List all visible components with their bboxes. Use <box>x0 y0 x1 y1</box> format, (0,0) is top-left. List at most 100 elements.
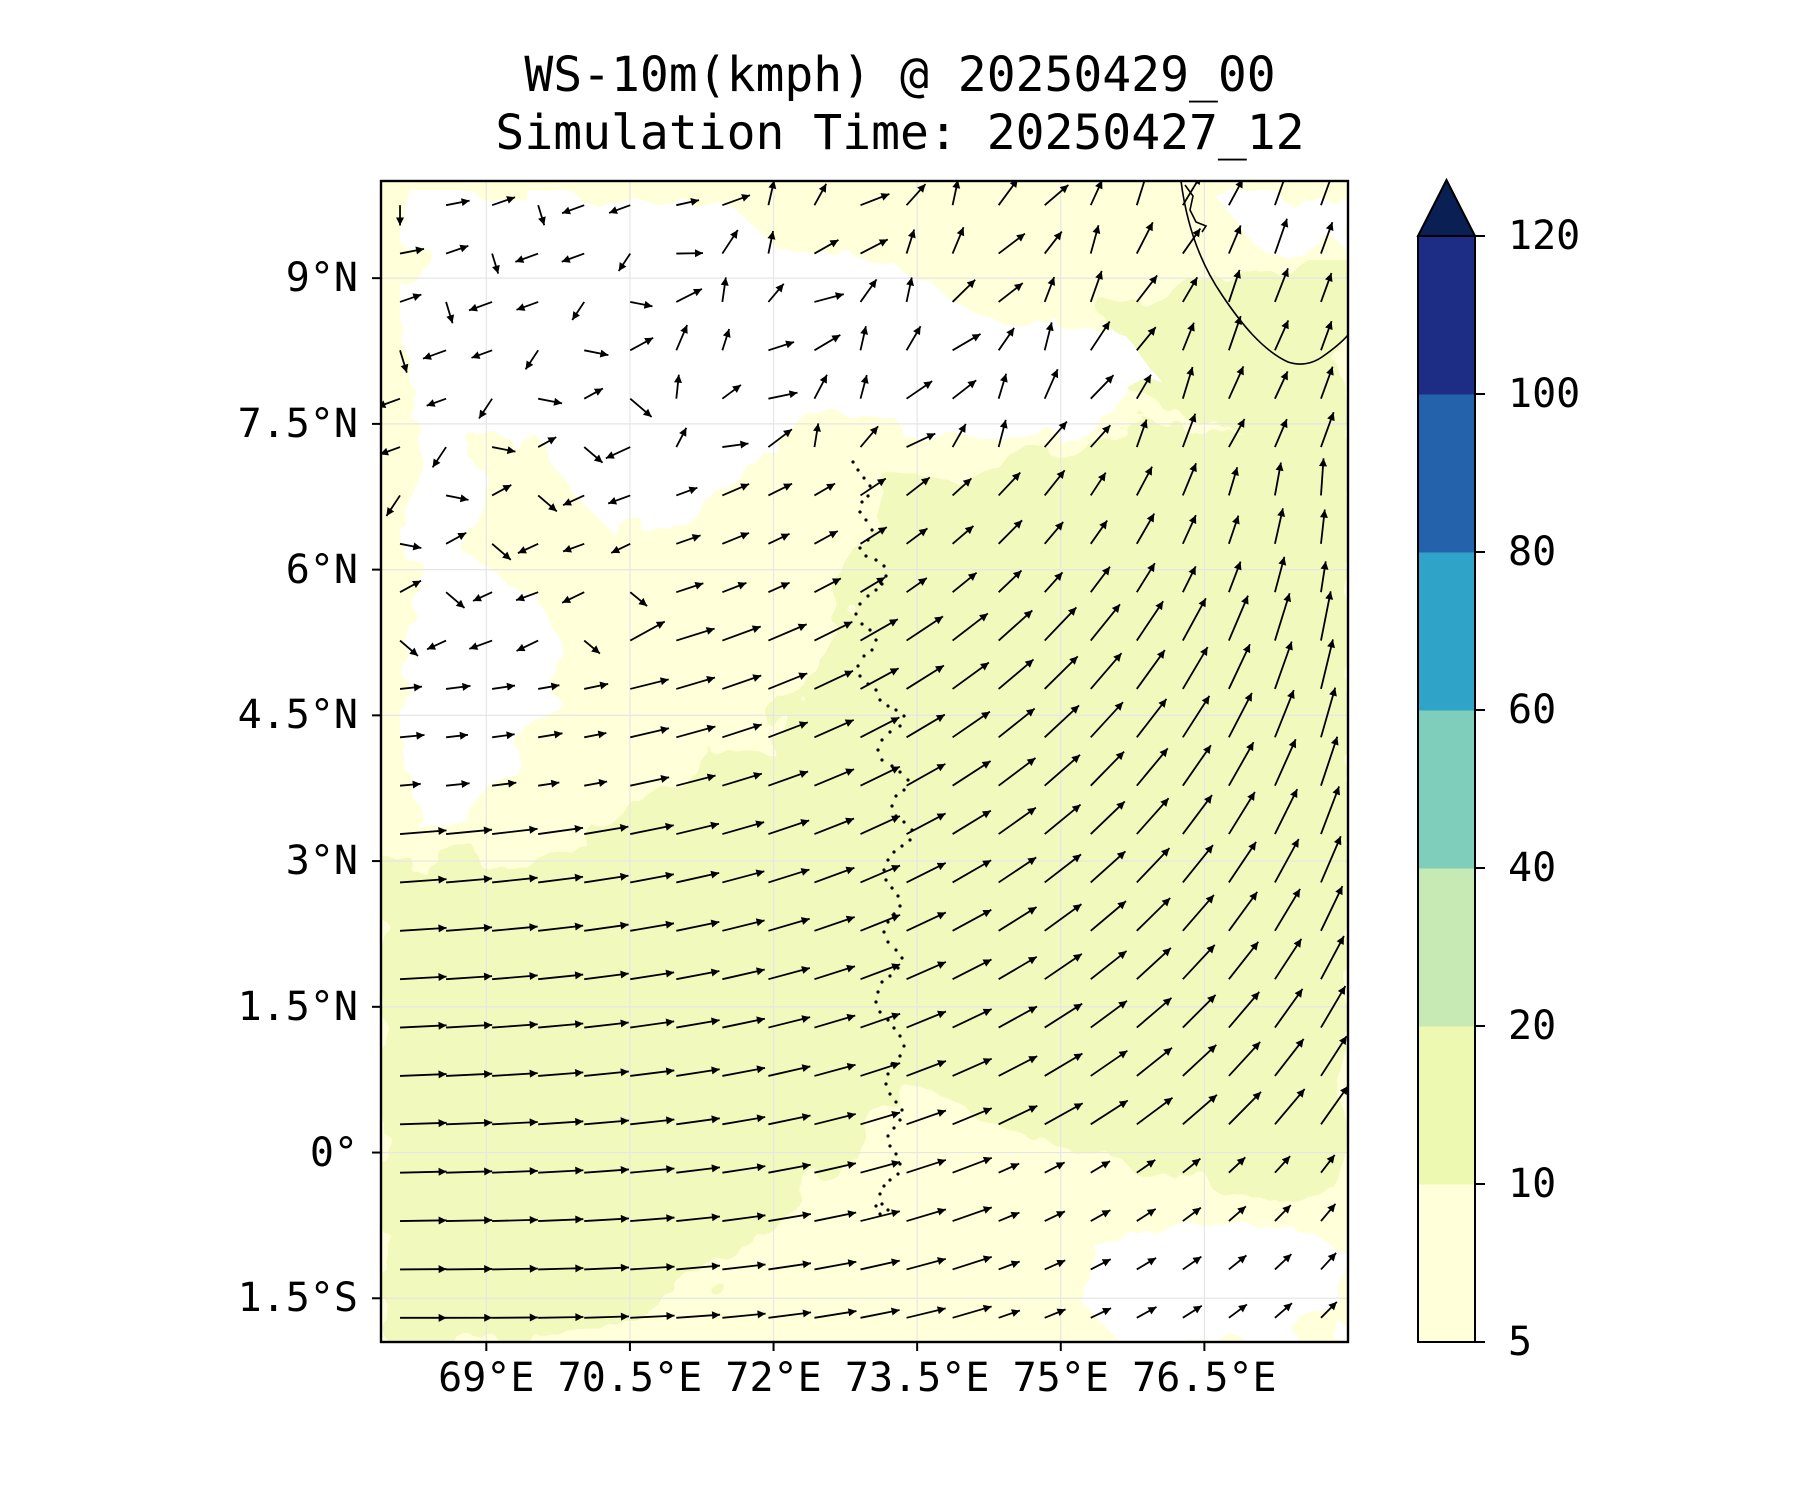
wind-arrow <box>1090 1307 1112 1319</box>
wind-arrow <box>722 532 750 545</box>
wind-arrow <box>1274 1253 1292 1271</box>
wind-arrow <box>1135 419 1148 448</box>
lon-label: 70.5°E <box>557 1355 703 1401</box>
wind-arrow <box>998 609 1033 642</box>
colorbar-tick-label: 10 <box>1508 1161 1557 1207</box>
wind-arrow <box>720 277 729 303</box>
wind-arrow <box>997 419 1008 448</box>
wind-arrow <box>1228 561 1242 593</box>
wind-arrow <box>1136 374 1152 400</box>
wind-arrow <box>1182 597 1207 641</box>
wind-arrow <box>445 494 469 503</box>
wind-arrow <box>1320 935 1345 980</box>
wind-arrow <box>630 775 670 787</box>
wind-arrow <box>1274 556 1287 593</box>
wind-arrow <box>722 1114 766 1126</box>
wind-arrow <box>1228 692 1253 738</box>
wind-arrow <box>515 252 539 263</box>
wind-arrow <box>1274 641 1293 690</box>
wind-arrow <box>491 253 500 274</box>
wind-arrow <box>814 577 842 593</box>
wind-arrow <box>399 875 447 884</box>
wind-arrow <box>537 204 546 226</box>
wind-arrow <box>1274 1038 1305 1077</box>
colorbar <box>1416 177 1485 1343</box>
wind-arrow <box>629 336 654 352</box>
wind-arrow <box>1228 991 1260 1029</box>
wind-arrow <box>1136 562 1156 593</box>
lat-label: 0° <box>309 1129 358 1176</box>
wind-arrow <box>1228 181 1243 206</box>
wind-arrow <box>584 921 629 932</box>
wind-arrow <box>1228 841 1257 883</box>
wind-arrow <box>399 973 447 982</box>
wind-arrow <box>1043 322 1054 351</box>
wind-arrow <box>722 772 763 787</box>
wind-arrow <box>399 579 422 593</box>
wind-arrow <box>860 1258 900 1271</box>
wind-arrow <box>1182 894 1215 932</box>
wind-arrow <box>1044 1002 1083 1029</box>
wind-arrow <box>768 721 809 739</box>
wind-arrow <box>722 869 765 884</box>
wind-arrow <box>998 1309 1021 1319</box>
wind-arrow <box>1044 853 1082 884</box>
wind-arrow <box>906 527 928 545</box>
wind-arrow <box>675 427 688 448</box>
wind-arrow <box>1274 371 1289 400</box>
wind-arrow <box>445 301 455 324</box>
wind-arrow <box>675 288 703 303</box>
wind-arrow <box>1274 319 1290 351</box>
wind-arrow <box>722 1261 766 1271</box>
wind-arrow <box>1136 1306 1157 1319</box>
wind-arrow <box>860 1012 901 1029</box>
wind-arrow <box>768 966 811 981</box>
colorbar-extend-arrow <box>1416 177 1477 237</box>
wind-arrow <box>860 815 901 835</box>
wind-arrow <box>584 1019 629 1029</box>
wind-arrow <box>1182 646 1209 690</box>
wind-arrow <box>676 197 700 207</box>
wind-arrow <box>1320 835 1342 883</box>
colorbar-segment <box>1418 394 1475 553</box>
wind-arrow <box>524 349 539 370</box>
wind-arrow <box>630 300 653 309</box>
wind-arrow <box>676 1213 721 1222</box>
wind-arrow <box>1135 221 1154 254</box>
wind-arrow <box>538 922 584 932</box>
wind-arrow <box>399 1119 447 1128</box>
wind-arrow <box>768 482 793 497</box>
wind-arrow <box>905 229 916 254</box>
wind-arrow <box>1274 888 1301 932</box>
graticule <box>381 181 1348 1342</box>
wind-arrow <box>814 530 839 545</box>
wind-arrow <box>1320 1301 1338 1319</box>
wind-arrow <box>400 1313 447 1322</box>
wind-arrow <box>860 765 901 787</box>
wind-arrow <box>1181 322 1195 351</box>
wind-arrow <box>1089 181 1103 206</box>
wind-arrow <box>675 324 688 351</box>
wind-arrow <box>722 674 762 690</box>
wind-arrow <box>1274 1204 1292 1222</box>
axis-ticks <box>372 277 1206 1351</box>
wind-arrow <box>1320 411 1335 448</box>
wind-arrow <box>399 350 409 373</box>
wind-arrow <box>1274 1088 1306 1125</box>
wind-arrow <box>1044 606 1078 642</box>
wind-arrow <box>676 627 715 642</box>
wind-arrow <box>584 872 629 884</box>
wind-arrow <box>1228 1254 1247 1271</box>
wind-arrow <box>722 625 762 642</box>
wind-arrow <box>676 1311 721 1320</box>
wind-arrow <box>722 967 765 981</box>
wind-arrow <box>446 1313 493 1322</box>
wind-arrow <box>722 483 750 497</box>
wind-arrow <box>952 1008 993 1029</box>
wind-arrow <box>1136 326 1157 351</box>
wind-arrow <box>1182 944 1216 980</box>
wind-arrow <box>605 446 631 460</box>
wind-arrow <box>538 730 563 739</box>
wind-arrow <box>906 961 947 981</box>
wind-arrow <box>814 1013 856 1029</box>
